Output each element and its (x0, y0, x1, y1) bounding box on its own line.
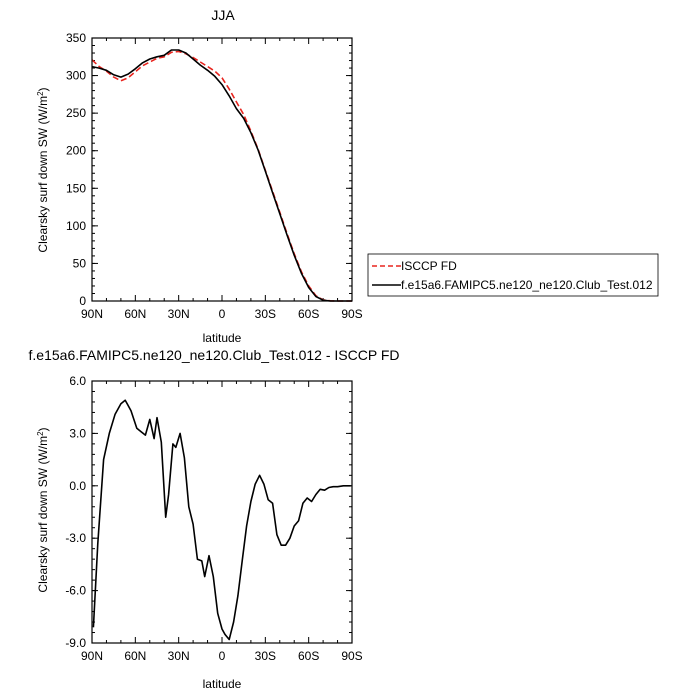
chart-top-legend: ISCCP FD f.e15a6.FAMIPC5.ne120_ne120.Clu… (367, 253, 659, 297)
y-tick-label: -3.0 (65, 531, 86, 545)
x-tick-label: 60S (298, 307, 319, 321)
y-tick-label: 150 (66, 181, 86, 195)
y-tick-label: -9.0 (65, 636, 86, 650)
chart-bottom-y-axis-label-main: Clearsky surf down SW (W/m (36, 436, 50, 593)
x-tick-label: 0 (219, 649, 226, 663)
x-tick-label: 60N (124, 307, 146, 321)
y-tick-label: 50 (73, 256, 87, 270)
chart-bottom-y-axis-label-sup: 2 (36, 431, 45, 436)
x-tick-label: 30S (255, 649, 276, 663)
chart-top-x-axis-label: latitude (203, 331, 242, 345)
x-tick-label: 90N (81, 307, 103, 321)
series-line-1 (91, 49, 352, 302)
y-tick-label: -6.0 (65, 584, 86, 598)
x-tick-label: 60N (124, 649, 146, 663)
legend-box (367, 253, 659, 297)
plot-frame (91, 37, 353, 302)
chart-bottom-x-axis-label: latitude (203, 677, 242, 691)
x-tick-label: 90S (341, 307, 362, 321)
x-tick-label: 30N (168, 307, 190, 321)
series-line-0 (91, 50, 352, 302)
plot-frame (91, 380, 353, 644)
chart-top: JJA 90N 60N 30N 0 30S 60S 90S 0 50 100 150 200 250 30… (36, 7, 659, 345)
y-tick-label: 3.0 (69, 426, 86, 440)
chart-top-y-axis-label-sup: 2 (36, 91, 45, 96)
legend-label-isccp: ISCCP FD (401, 259, 457, 273)
x-tick-label: 60S (298, 649, 319, 663)
x-tick-label: 0 (219, 307, 226, 321)
chart-top-title: JJA (211, 7, 235, 23)
y-tick-label: 100 (66, 219, 86, 233)
y-tick-label: 300 (66, 69, 86, 83)
y-tick-label: 0 (79, 294, 86, 308)
chart-bottom-title: f.e15a6.FAMIPC5.ne120_ne120.Club_Test.01… (29, 347, 400, 363)
y-tick-label: 0.0 (69, 479, 86, 493)
legend-label-model: f.e15a6.FAMIPC5.ne120_ne120.Club_Test.01… (401, 278, 653, 292)
chart-bottom-plot-area: 90N 60N 30N 0 30S 60S 90S -9.0 -6.0 -3.0 0.0 3.0 6.0 (65, 374, 362, 663)
y-tick-label: 200 (66, 144, 86, 158)
chart-top-y-axis-label-main: Clearsky surf down SW (W/m (36, 96, 50, 253)
chart-bottom: f.e15a6.FAMIPC5.ne120_ne120.Club_Test.01… (29, 347, 400, 691)
chart-bottom-y-axis-label: Clearsky surf down SW (W/m2) (36, 427, 51, 592)
chart-top-plot-area: 90N 60N 30N 0 30S 60S 90S 0 50 100 150 200 250 300 350 (66, 31, 363, 321)
x-tick-label: 90N (81, 649, 103, 663)
series-line-0 (92, 399, 351, 641)
x-tick-label: 30N (168, 649, 190, 663)
chart-top-y-axis-label-close: ) (36, 87, 50, 91)
chart-bottom-y-axis-label-close: ) (36, 427, 50, 431)
chart-top-y-axis-label: Clearsky surf down SW (W/m2) (36, 87, 51, 252)
y-tick-label: 250 (66, 106, 86, 120)
y-tick-label: 350 (66, 31, 86, 45)
x-tick-label: 30S (255, 307, 276, 321)
y-tick-label: 6.0 (69, 374, 86, 388)
x-tick-label: 90S (341, 649, 362, 663)
